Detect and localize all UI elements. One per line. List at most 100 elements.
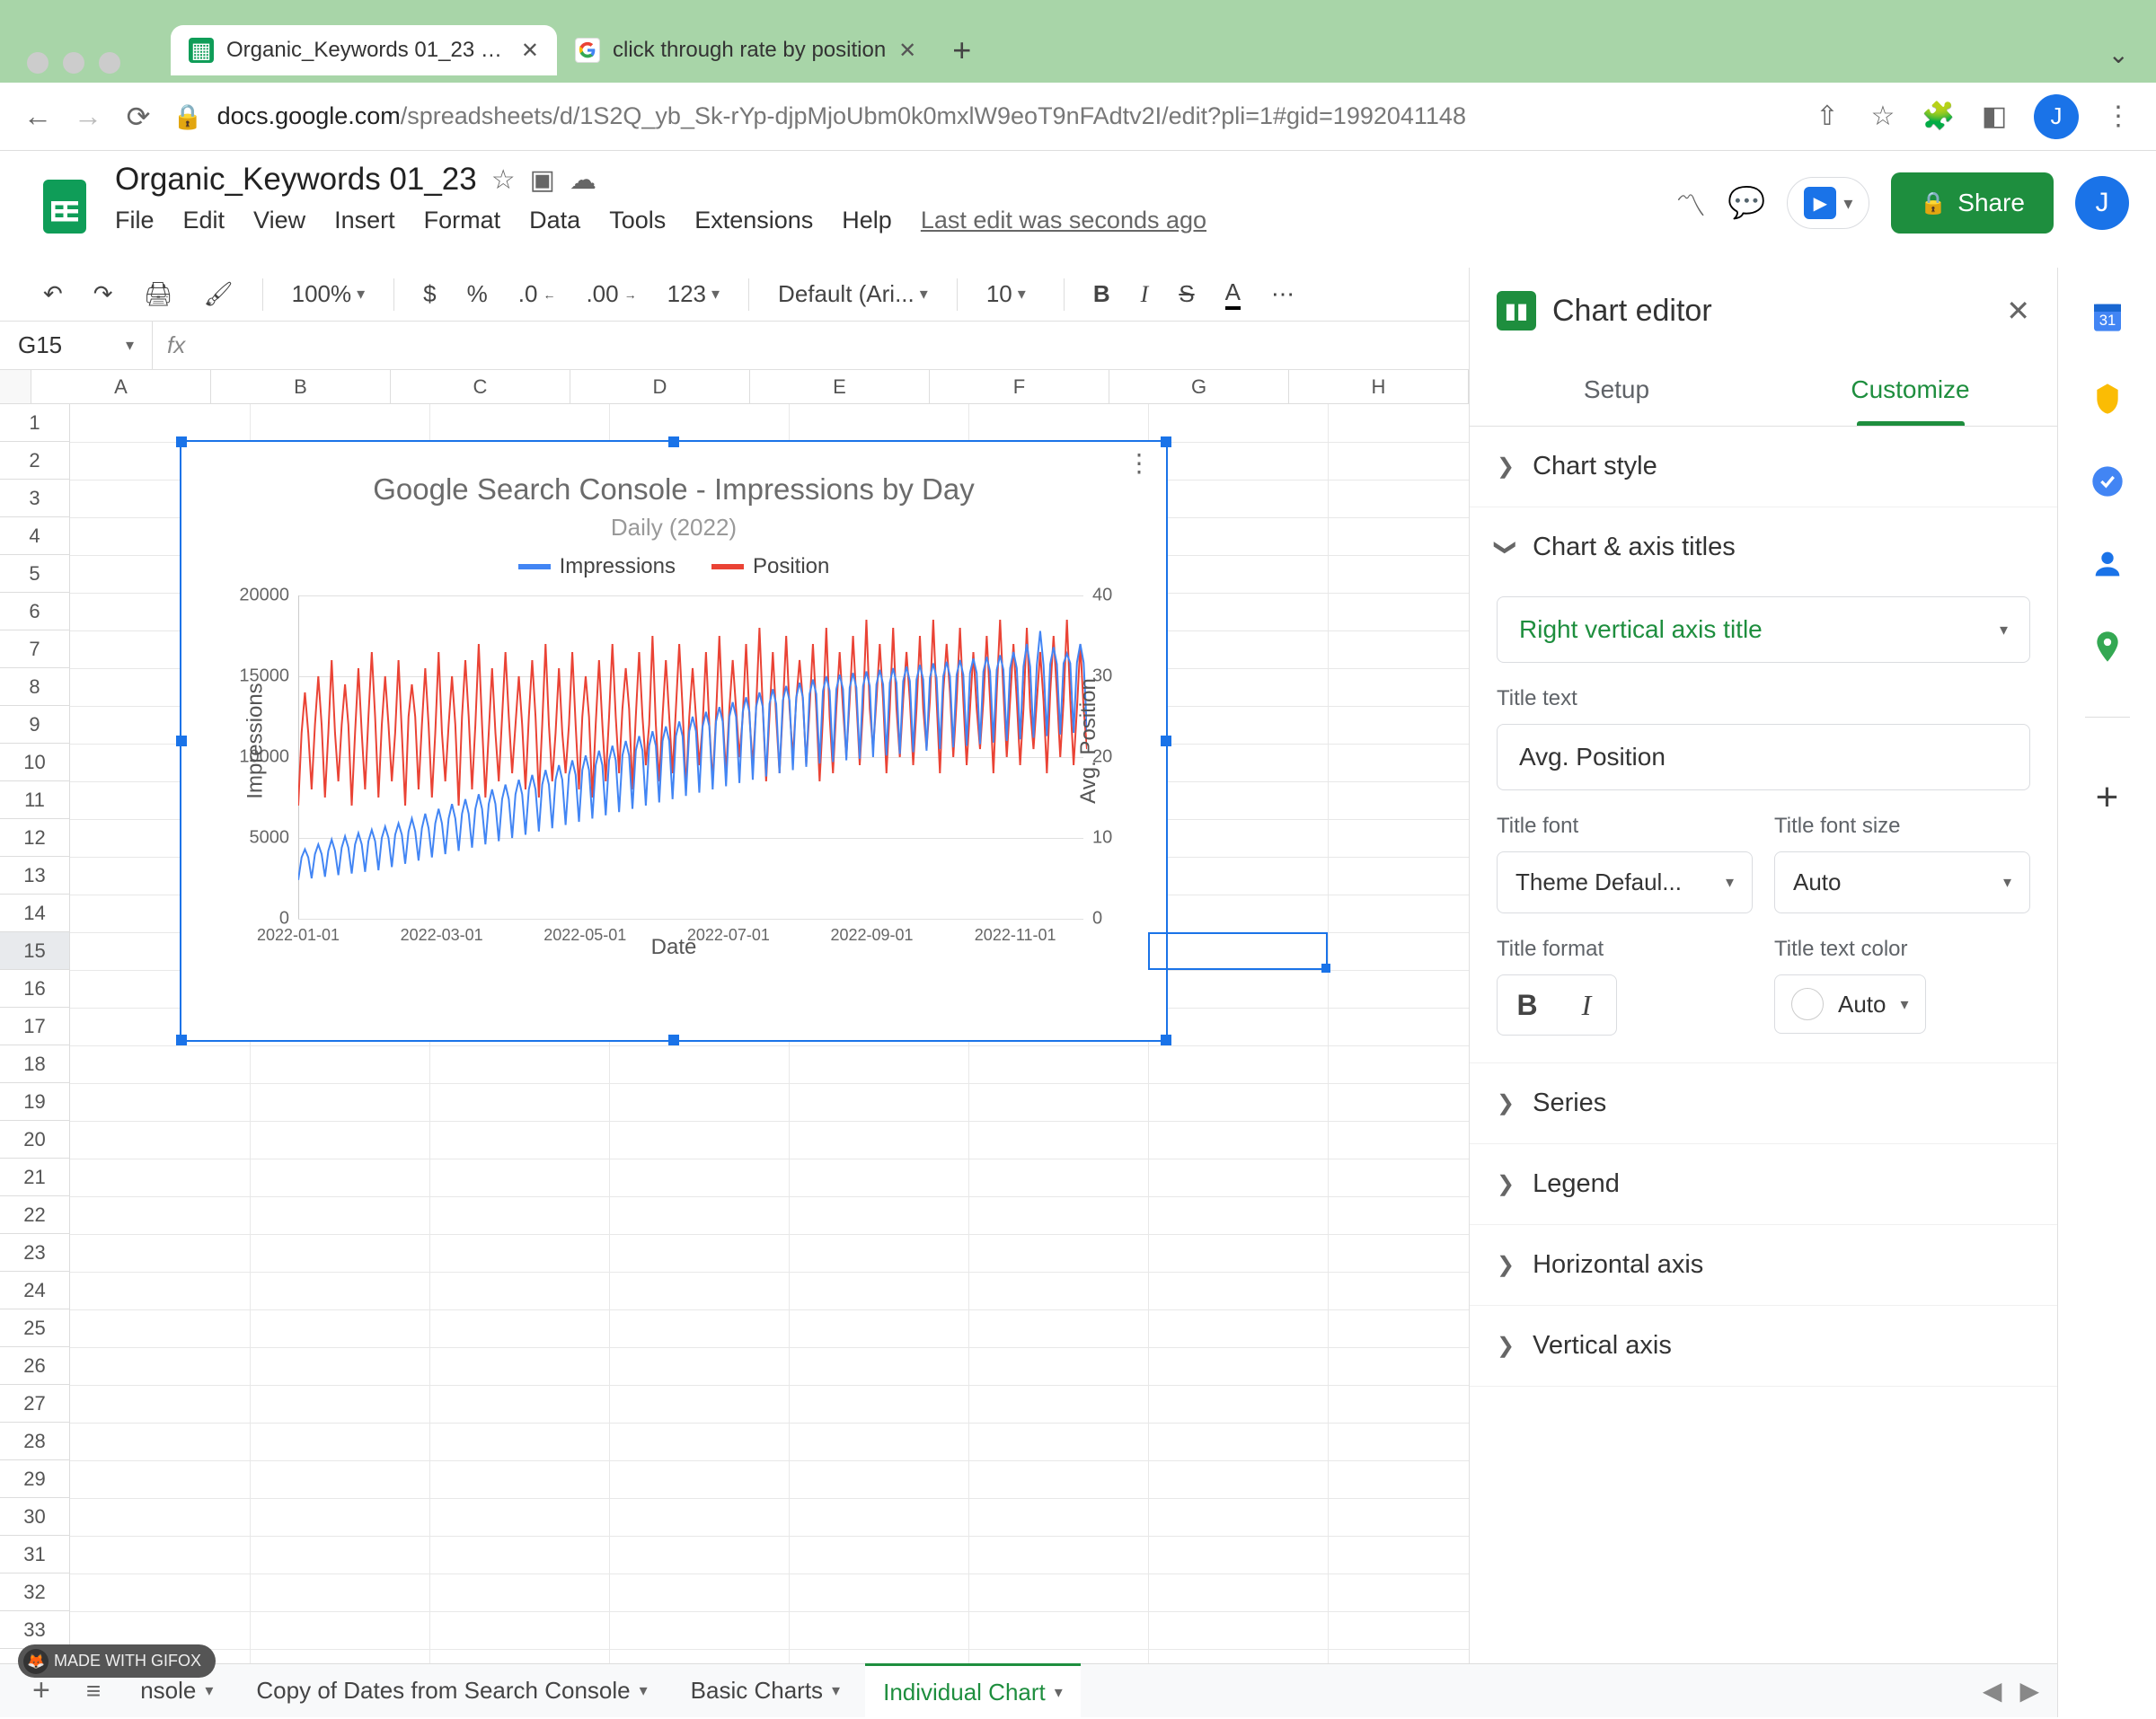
axis-title-selector[interactable]: Right vertical axis title ▾ [1497,596,2030,663]
row-header[interactable]: 6 [0,593,70,630]
resize-handle[interactable] [176,1035,187,1045]
undo-button[interactable]: ↶ [36,277,70,312]
column-header[interactable]: D [570,370,750,403]
row-header[interactable]: 5 [0,555,70,593]
paint-format-button[interactable]: 🖌 [197,277,241,312]
title-font-select[interactable]: Theme Defaul... ▾ [1497,851,1753,913]
new-tab-button[interactable]: + [952,31,971,69]
menu-insert[interactable]: Insert [334,207,395,234]
row-header[interactable]: 4 [0,517,70,555]
tab-close-icon[interactable]: ✕ [521,38,539,64]
fill-handle[interactable] [1321,964,1330,973]
italic-toggle[interactable]: I [1557,975,1616,1035]
add-sheet-button[interactable]: + [18,1673,65,1708]
comments-icon[interactable]: 💬 [1727,185,1765,221]
embedded-chart[interactable]: ⋮Google Search Console - Impressions by … [180,440,1168,1042]
menu-tools[interactable]: Tools [609,207,666,234]
forward-button[interactable]: → [72,101,104,133]
title-color-select[interactable]: Auto ▾ [1774,974,1926,1034]
bookmark-icon[interactable]: ☆ [1867,101,1899,133]
row-header[interactable]: 20 [0,1121,70,1159]
bold-toggle[interactable]: B [1498,975,1557,1035]
increase-decimal-button[interactable]: .00→ [579,277,643,312]
row-header[interactable]: 15 [0,932,70,970]
column-header[interactable]: E [750,370,930,403]
row-header[interactable]: 29 [0,1460,70,1498]
resize-handle[interactable] [1161,1035,1171,1045]
browser-tab-active[interactable]: ▦ Organic_Keywords 01_23 - Go ✕ [171,25,557,75]
menu-file[interactable]: File [115,207,155,234]
row-header[interactable]: 16 [0,970,70,1008]
section-header-legend[interactable]: ❯ Legend [1470,1144,2057,1224]
share-button[interactable]: 🔒 Share [1891,172,2054,234]
spreadsheet-grid[interactable]: ABCDEFGH ⋮Google Search Console - Impres… [0,370,1469,1663]
section-header-chart-style[interactable]: ❯ Chart style [1470,427,2057,507]
column-header[interactable]: C [391,370,570,403]
menu-help[interactable]: Help [842,207,892,234]
column-header[interactable]: H [1289,370,1469,403]
sheet-tab[interactable]: Copy of Dates from Search Console▾ [238,1664,665,1717]
close-window-btn[interactable] [27,52,49,74]
sidepanel-icon[interactable]: ◧ [1978,101,2010,133]
tab-list-chevron-icon[interactable]: ⌄ [2108,40,2129,69]
keep-icon[interactable] [2086,377,2129,420]
more-button[interactable]: ⋯ [1264,277,1302,312]
share-icon[interactable]: ⇧ [1811,101,1843,133]
name-box[interactable]: G15▾ [0,322,153,369]
resize-handle[interactable] [1161,436,1171,447]
profile-avatar[interactable]: J [2034,94,2079,139]
column-header[interactable]: B [211,370,391,403]
row-header[interactable]: 1 [0,404,70,442]
text-color-button[interactable]: A [1218,275,1248,313]
row-header[interactable]: 25 [0,1309,70,1347]
back-button[interactable]: ← [22,101,54,133]
calendar-icon[interactable]: 31 [2086,295,2129,338]
sheet-tab-active[interactable]: Individual Chart▾ [865,1663,1081,1719]
column-header[interactable]: A [31,370,211,403]
row-header[interactable]: 17 [0,1008,70,1045]
meet-button[interactable]: ▶ ▾ [1787,177,1869,229]
row-header[interactable]: 23 [0,1234,70,1272]
tab-close-icon[interactable]: ✕ [898,38,916,64]
row-header[interactable]: 10 [0,744,70,781]
section-header-horizontal-axis[interactable]: ❯ Horizontal axis [1470,1225,2057,1305]
section-header-vertical-axis[interactable]: ❯ Vertical axis [1470,1306,2057,1386]
selected-cell[interactable] [1148,932,1328,970]
activity-icon[interactable]: 〽 [1675,181,1706,225]
row-header[interactable]: 21 [0,1159,70,1196]
row-header[interactable]: 30 [0,1498,70,1536]
row-header[interactable]: 18 [0,1045,70,1083]
resize-handle[interactable] [176,436,187,447]
column-header[interactable]: F [930,370,1109,403]
row-header[interactable]: 11 [0,781,70,819]
row-header[interactable]: 14 [0,895,70,932]
section-header-series[interactable]: ❯ Series [1470,1063,2057,1143]
row-header[interactable]: 12 [0,819,70,857]
row-header[interactable]: 13 [0,857,70,895]
select-all-corner[interactable] [0,370,31,403]
row-header[interactable]: 27 [0,1385,70,1423]
url-field[interactable]: 🔒 docs.google.com/spreadsheets/d/1S2Q_yb… [172,102,1793,131]
contacts-icon[interactable] [2086,542,2129,586]
last-edit-link[interactable]: Last edit was seconds ago [921,207,1206,234]
italic-button[interactable]: I [1134,278,1156,312]
row-header[interactable]: 7 [0,630,70,668]
row-header[interactable]: 2 [0,442,70,480]
cloud-status-icon[interactable]: ☁ [570,164,596,196]
row-header[interactable]: 3 [0,480,70,517]
tab-customize[interactable]: Customize [1763,354,2057,426]
resize-handle[interactable] [668,436,679,447]
browser-tab[interactable]: click through rate by position ✕ [557,25,934,75]
extensions-icon[interactable]: 🧩 [1922,101,1955,133]
number-format-button[interactable]: 123▾ [660,277,727,312]
menu-edit[interactable]: Edit [183,207,225,234]
resize-handle[interactable] [1161,736,1171,746]
sheet-tab[interactable]: Basic Charts▾ [673,1664,858,1717]
resize-handle[interactable] [668,1035,679,1045]
row-header[interactable]: 19 [0,1083,70,1121]
menu-data[interactable]: Data [529,207,580,234]
row-header[interactable]: 9 [0,706,70,744]
font-size-select[interactable]: 10▾ [979,277,1042,312]
row-header[interactable]: 28 [0,1423,70,1460]
scroll-sheets-right-icon[interactable]: ▶ [2019,1676,2039,1706]
